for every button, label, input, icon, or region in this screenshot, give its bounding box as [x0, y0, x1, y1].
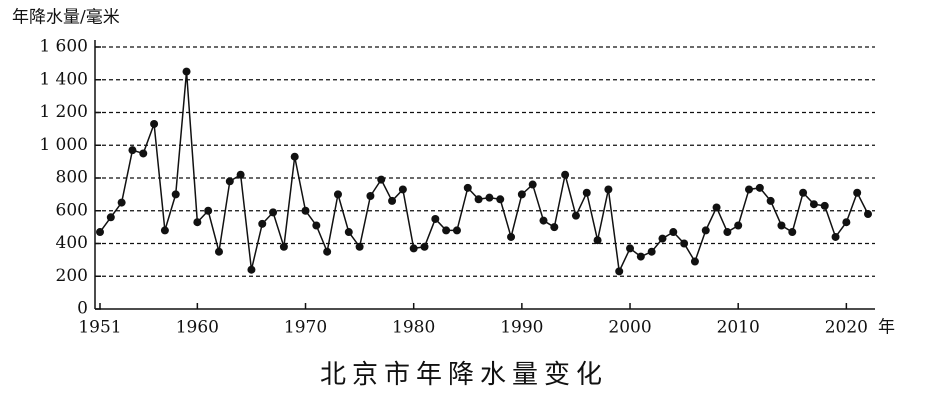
- point: [225, 177, 234, 186]
- point: [344, 228, 353, 237]
- point: [182, 67, 191, 76]
- x-tick-label: 1951: [78, 318, 121, 338]
- point: [117, 198, 126, 207]
- point: [571, 211, 580, 220]
- point: [247, 265, 256, 274]
- point: [626, 244, 635, 253]
- point: [96, 228, 104, 237]
- point: [128, 146, 137, 155]
- point: [442, 226, 451, 235]
- point: [150, 119, 159, 128]
- point: [507, 232, 516, 241]
- point: [485, 193, 494, 202]
- point: [636, 252, 645, 261]
- point: [214, 247, 223, 256]
- point: [669, 228, 678, 237]
- point: [377, 175, 386, 184]
- point: [355, 242, 364, 251]
- point: [799, 188, 808, 197]
- point: [409, 244, 418, 253]
- point: [463, 183, 472, 192]
- point: [820, 201, 829, 210]
- point: [745, 185, 754, 194]
- point: [690, 257, 699, 266]
- chart-title: 北京市年降水量变化: [320, 360, 608, 390]
- point: [593, 236, 602, 245]
- point: [279, 242, 288, 251]
- point: [777, 221, 786, 230]
- y-tick-label: 1 400: [39, 69, 88, 89]
- point: [236, 170, 245, 179]
- point: [193, 218, 202, 227]
- point: [366, 192, 375, 201]
- y-tick-label: 600: [56, 200, 88, 220]
- x-tick-label: 1990: [500, 318, 543, 338]
- point: [312, 221, 321, 230]
- point: [647, 247, 656, 256]
- x-tick-label: 2000: [608, 318, 651, 338]
- point: [853, 188, 862, 197]
- y-tick-label: 1 200: [39, 102, 88, 122]
- point: [734, 221, 743, 230]
- point: [474, 195, 483, 204]
- x-tick-label: 2010: [717, 318, 760, 338]
- y-axis-label: 年降水量/毫米: [12, 8, 120, 28]
- point: [712, 203, 721, 212]
- point: [160, 226, 169, 235]
- point: [550, 223, 559, 232]
- point: [658, 234, 667, 243]
- x-tick-label: 1960: [176, 318, 219, 338]
- point: [831, 232, 840, 241]
- point: [301, 206, 310, 215]
- point: [388, 196, 397, 205]
- point: [398, 185, 407, 194]
- point: [139, 149, 148, 158]
- y-tick-label: 1 000: [39, 135, 88, 155]
- point: [766, 196, 775, 205]
- point: [290, 152, 299, 161]
- point: [333, 190, 342, 199]
- point: [517, 190, 526, 199]
- point: [204, 206, 213, 215]
- x-tick-label: 2020: [825, 318, 868, 338]
- point: [269, 208, 278, 217]
- point: [723, 228, 732, 237]
- point: [106, 213, 115, 222]
- point: [809, 200, 818, 209]
- point: [788, 228, 797, 237]
- y-tick-label: 800: [56, 168, 88, 188]
- point: [528, 180, 537, 189]
- point: [258, 219, 267, 228]
- line: [99, 71, 869, 274]
- point: [680, 239, 689, 248]
- point: [420, 242, 429, 251]
- point: [604, 185, 613, 194]
- point: [615, 267, 624, 276]
- point: [452, 226, 461, 235]
- point: [323, 247, 332, 256]
- x-axis-unit: 年: [878, 318, 895, 338]
- point: [582, 188, 591, 197]
- y-tick-label: 0: [77, 299, 88, 319]
- y-tick-label: 400: [56, 233, 88, 253]
- point: [539, 216, 548, 225]
- x-tick-label: 1970: [284, 318, 327, 338]
- point: [496, 195, 505, 204]
- point: [171, 190, 180, 199]
- point: [431, 214, 440, 223]
- y-tick-label: 200: [56, 266, 88, 286]
- point: [864, 210, 872, 219]
- point: [701, 226, 710, 235]
- x-tick-label: 1980: [392, 318, 435, 338]
- y-tick-label: 1 600: [39, 37, 88, 57]
- point: [842, 218, 851, 227]
- point: [561, 170, 570, 179]
- point: [755, 183, 764, 192]
